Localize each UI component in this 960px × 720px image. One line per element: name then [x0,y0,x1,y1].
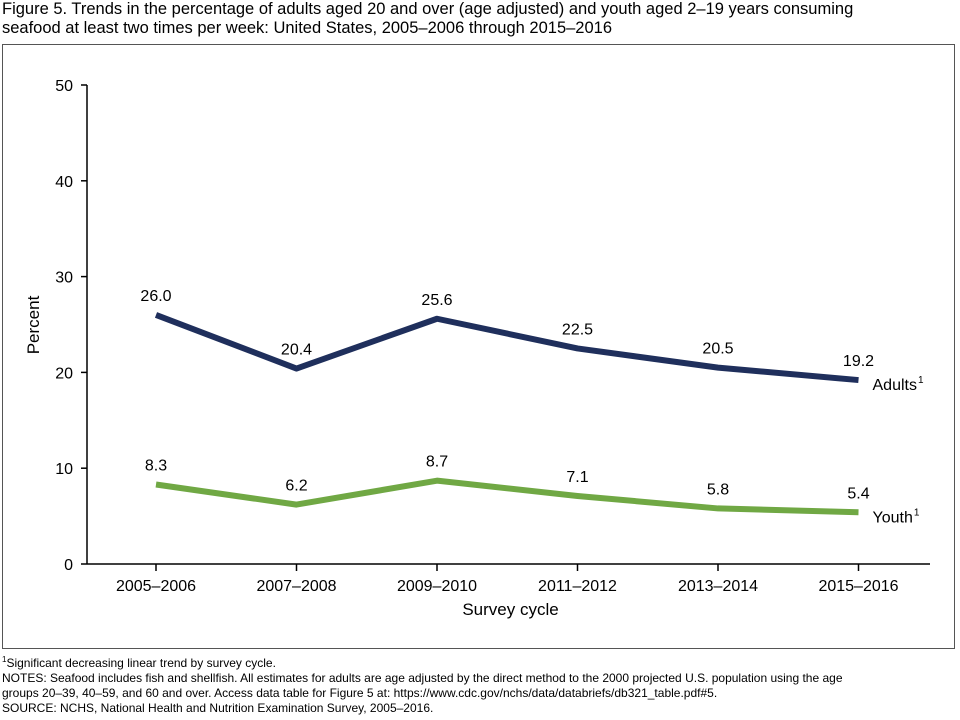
notes: 1Significant decreasing linear trend by … [2,656,957,716]
chart-frame [2,44,955,649]
data-label-adults: 26.0 [140,288,171,305]
x-tick-label: 2009–2010 [397,578,477,595]
data-label-adults: 25.6 [421,292,452,309]
y-tick-label: 10 [55,461,73,478]
y-tick-label: 30 [55,270,73,287]
x-tick-label: 2007–2008 [256,578,336,595]
y-tick-label: 0 [64,557,73,574]
footnote-mark: 1 [2,655,7,664]
x-axis-title: Survey cycle [462,600,558,619]
data-label-youth: 8.3 [145,457,167,474]
series-lines [154,312,859,516]
series-line-adults [154,312,859,384]
data-label-adults: 19.2 [843,353,874,370]
series-label-adults: Adults [873,377,917,394]
data-label-youth: 5.8 [707,481,729,498]
data-label-adults: 20.5 [702,341,733,358]
figure-title: Figure 5. Trends in the percentage of ad… [2,0,952,38]
axes: 0 10 20 30 40 50 2005–2006 2007–2008 2009–2010 20… [24,78,930,619]
line-chart: 0 10 20 30 40 50 2005–2006 2007–2008 2009–2010 20… [24,78,930,619]
series-label-youth: Youth [873,509,913,526]
y-axis-title: Percent [24,295,43,354]
notes-line2: groups 20–39, 40–59, and 60 and over. Ac… [2,686,718,700]
x-tick-label: 2013–2014 [678,578,758,595]
figure-title-line1: Figure 5. Trends in the percentage of ad… [2,0,854,18]
figure-title-line2: seafood at least two times per week: Uni… [2,19,613,37]
footnote: 1Significant decreasing linear trend by … [2,656,957,671]
series-line-youth [155,477,859,516]
y-tick-label: 40 [55,174,73,191]
y-tick-label: 50 [55,78,73,95]
data-label-youth: 7.1 [566,469,588,486]
source-line: SOURCE: NCHS, National Health and Nutrit… [2,701,434,715]
data-label-adults: 22.5 [562,321,593,338]
footnote-text: Significant decreasing linear trend by s… [6,656,276,670]
x-tick-label: 2015–2016 [818,578,898,595]
data-label-adults: 20.4 [281,342,312,359]
notes-line1: NOTES: Seafood includes fish and shellfi… [2,671,843,685]
data-label-youth: 6.2 [285,478,307,495]
data-label-youth: 5.4 [847,485,869,502]
y-tick-label: 20 [55,365,73,382]
series-label-sup: 1 [918,375,924,386]
series-label-sup: 1 [914,507,920,518]
x-tick-label: 2005–2006 [116,578,196,595]
x-tick-label: 2011–2012 [538,578,617,595]
data-label-youth: 8.7 [426,454,448,471]
